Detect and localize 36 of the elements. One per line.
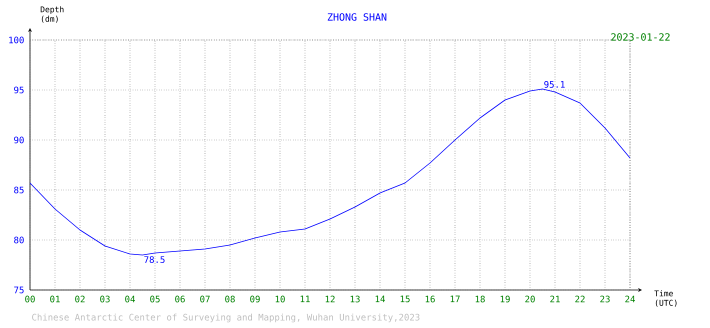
x-tick-label: 16 — [426, 296, 435, 302]
y-tick-label: 95 — [14, 86, 24, 94]
x-tick-label: 19 — [500, 296, 510, 302]
x-tick-label: 14 — [376, 296, 385, 302]
annotation: 78.5 — [144, 256, 165, 263]
chart-subtitle: 2023-01-22 — [611, 33, 670, 41]
x-tick-label: 23 — [600, 296, 610, 302]
x-tick-label: 17 — [450, 296, 460, 302]
x-tick-label: 11 — [300, 296, 310, 302]
chart-title: ZHONG SHAN — [328, 13, 386, 21]
x-tick-label: 10 — [276, 296, 285, 302]
annotation: 95.1 — [544, 81, 565, 88]
text: Chinese Antarctic Center of Surveying and Mapping, Wuhan University,2023 — [32, 314, 420, 322]
x-tick-label: 20 — [525, 296, 535, 302]
x-tick-label: 06 — [175, 296, 185, 302]
x-tick-label: 05 — [150, 296, 160, 302]
x-tick-label: 04 — [125, 296, 135, 302]
x-tick-label: 21 — [550, 296, 560, 302]
x-tick-label: 22 — [575, 296, 585, 302]
x-tick-label: 01 — [50, 296, 60, 302]
y-tick-label: 90 — [14, 136, 24, 144]
x-tick-label: 18 — [476, 296, 485, 302]
x-tick-label: 02 — [75, 296, 85, 302]
x-tick-label: 24 — [625, 296, 635, 302]
x-tick-label: 03 — [100, 296, 110, 302]
y-tick-label: 80 — [14, 236, 24, 244]
x-tick-label: 00 — [25, 296, 35, 302]
y-tick-label: 85 — [14, 186, 24, 194]
x-tick-label: 09 — [250, 296, 260, 302]
x-tick-label: 15 — [400, 296, 410, 302]
y-tick-label: 100 — [9, 36, 24, 44]
x-tick-label: 13 — [350, 296, 360, 302]
x-tick-label: 07 — [200, 296, 210, 302]
x-tick-label: 08 — [225, 296, 235, 302]
y-tick-label: 75 — [14, 286, 24, 294]
x-tick-label: 12 — [326, 296, 335, 302]
